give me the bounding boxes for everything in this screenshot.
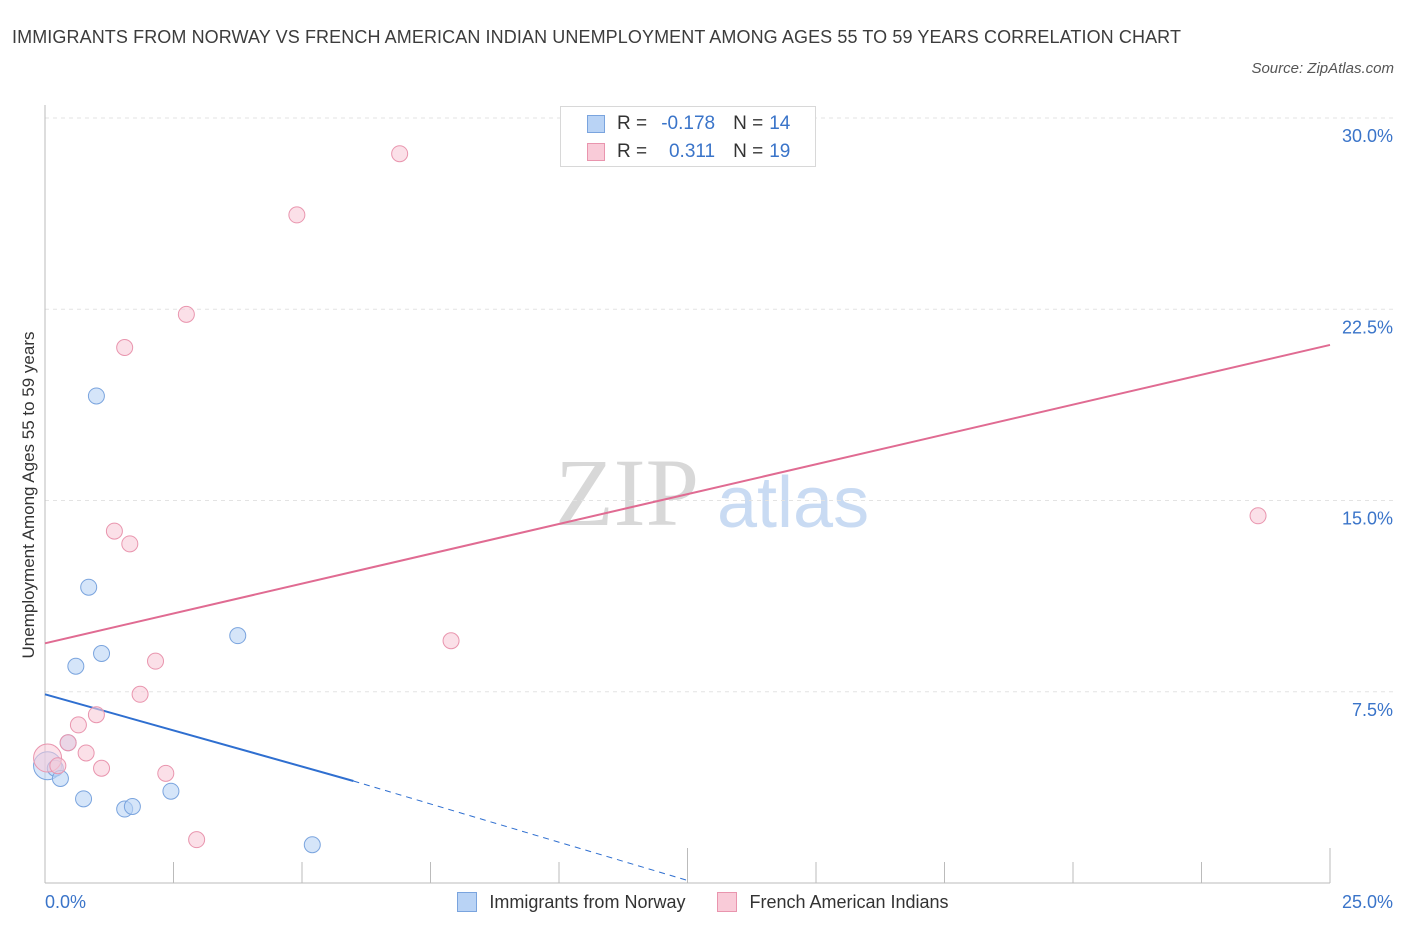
norway-point: [303, 836, 321, 854]
french-point: [121, 535, 139, 553]
source-credit: Source: ZipAtlas.com: [1251, 60, 1394, 77]
norway-n-label: N =: [733, 113, 764, 134]
french-swatch: [587, 143, 605, 161]
french-point: [87, 706, 105, 724]
legend-norway-label: Immigrants from Norway: [489, 891, 686, 912]
legend-norway-swatch: [457, 892, 478, 912]
norway-r-value: -0.178: [661, 113, 716, 134]
legend-item-french[interactable]: French American Indians: [717, 891, 949, 913]
french-point: [188, 831, 206, 849]
x-tick-label: 25.0%: [1342, 892, 1393, 912]
french-point: [93, 759, 111, 777]
norway-point: [162, 782, 180, 800]
norway-point: [93, 645, 111, 662]
french-point: [116, 339, 134, 356]
data-points: [33, 145, 1267, 854]
stats-row-norway: R = -0.178 N = 14: [587, 112, 790, 136]
norway-n-value: 14: [769, 113, 791, 134]
french-r-label: R =: [617, 141, 648, 162]
french-point: [59, 734, 77, 752]
legend: Immigrants from Norway French American I…: [0, 888, 1406, 916]
watermark: ZIP atlas: [555, 439, 869, 546]
french-point: [288, 206, 306, 224]
y-tick-label: 7.5%: [1352, 700, 1393, 720]
norway-point: [123, 798, 141, 815]
legend-french-label: French American Indians: [749, 891, 949, 912]
french-point: [177, 305, 195, 323]
legend-french-swatch: [717, 892, 738, 912]
french-point: [105, 522, 123, 540]
french-point: [49, 757, 67, 775]
norway-point: [67, 657, 85, 675]
chart-title: IMMIGRANTS FROM NORWAY VS FRENCH AMERICA…: [12, 27, 1182, 47]
x-tick-label: 0.0%: [45, 892, 86, 912]
y-axis-label: Unemployment Among Ages 55 to 59 years: [19, 331, 38, 659]
norway-swatch: [587, 115, 605, 133]
french-point: [77, 744, 95, 762]
french-point: [1249, 507, 1267, 525]
norway-point: [80, 578, 98, 596]
french-trend-line: [44, 343, 1331, 645]
french-point: [69, 716, 87, 734]
legend-item-norway[interactable]: Immigrants from Norway: [457, 892, 685, 913]
french-point: [157, 764, 175, 782]
trend-lines: [44, 343, 1331, 881]
watermark-zip: ZIP: [555, 439, 699, 546]
french-n-value: 19: [769, 141, 791, 162]
grid: [45, 117, 1395, 693]
watermark-atlas: atlas: [717, 463, 869, 543]
french-point: [391, 145, 409, 163]
norway-point: [87, 387, 105, 405]
tick-labels: 7.5% 15.0% 22.5% 30.0% 0.0% 25.0%: [45, 126, 1393, 912]
y-tick-label: 22.5%: [1342, 317, 1393, 337]
y-tick-label: 15.0%: [1342, 509, 1393, 529]
norway-point: [229, 627, 247, 645]
norway-point: [75, 790, 93, 808]
french-point: [442, 632, 460, 650]
norway-trend-line: [44, 693, 354, 782]
norway-r-label: R =: [617, 113, 648, 134]
french-r-value: 0.311: [668, 141, 716, 162]
stats-box: R = -0.178 N = 14 R = 0.311 N = 19: [560, 106, 816, 167]
french-n-label: N =: [733, 141, 764, 162]
french-point: [131, 685, 149, 703]
norway-trend-extension: [353, 780, 688, 881]
french-point: [147, 652, 165, 670]
stats-row-french: R = 0.311 N = 19: [587, 140, 790, 164]
y-tick-label: 30.0%: [1342, 126, 1393, 146]
